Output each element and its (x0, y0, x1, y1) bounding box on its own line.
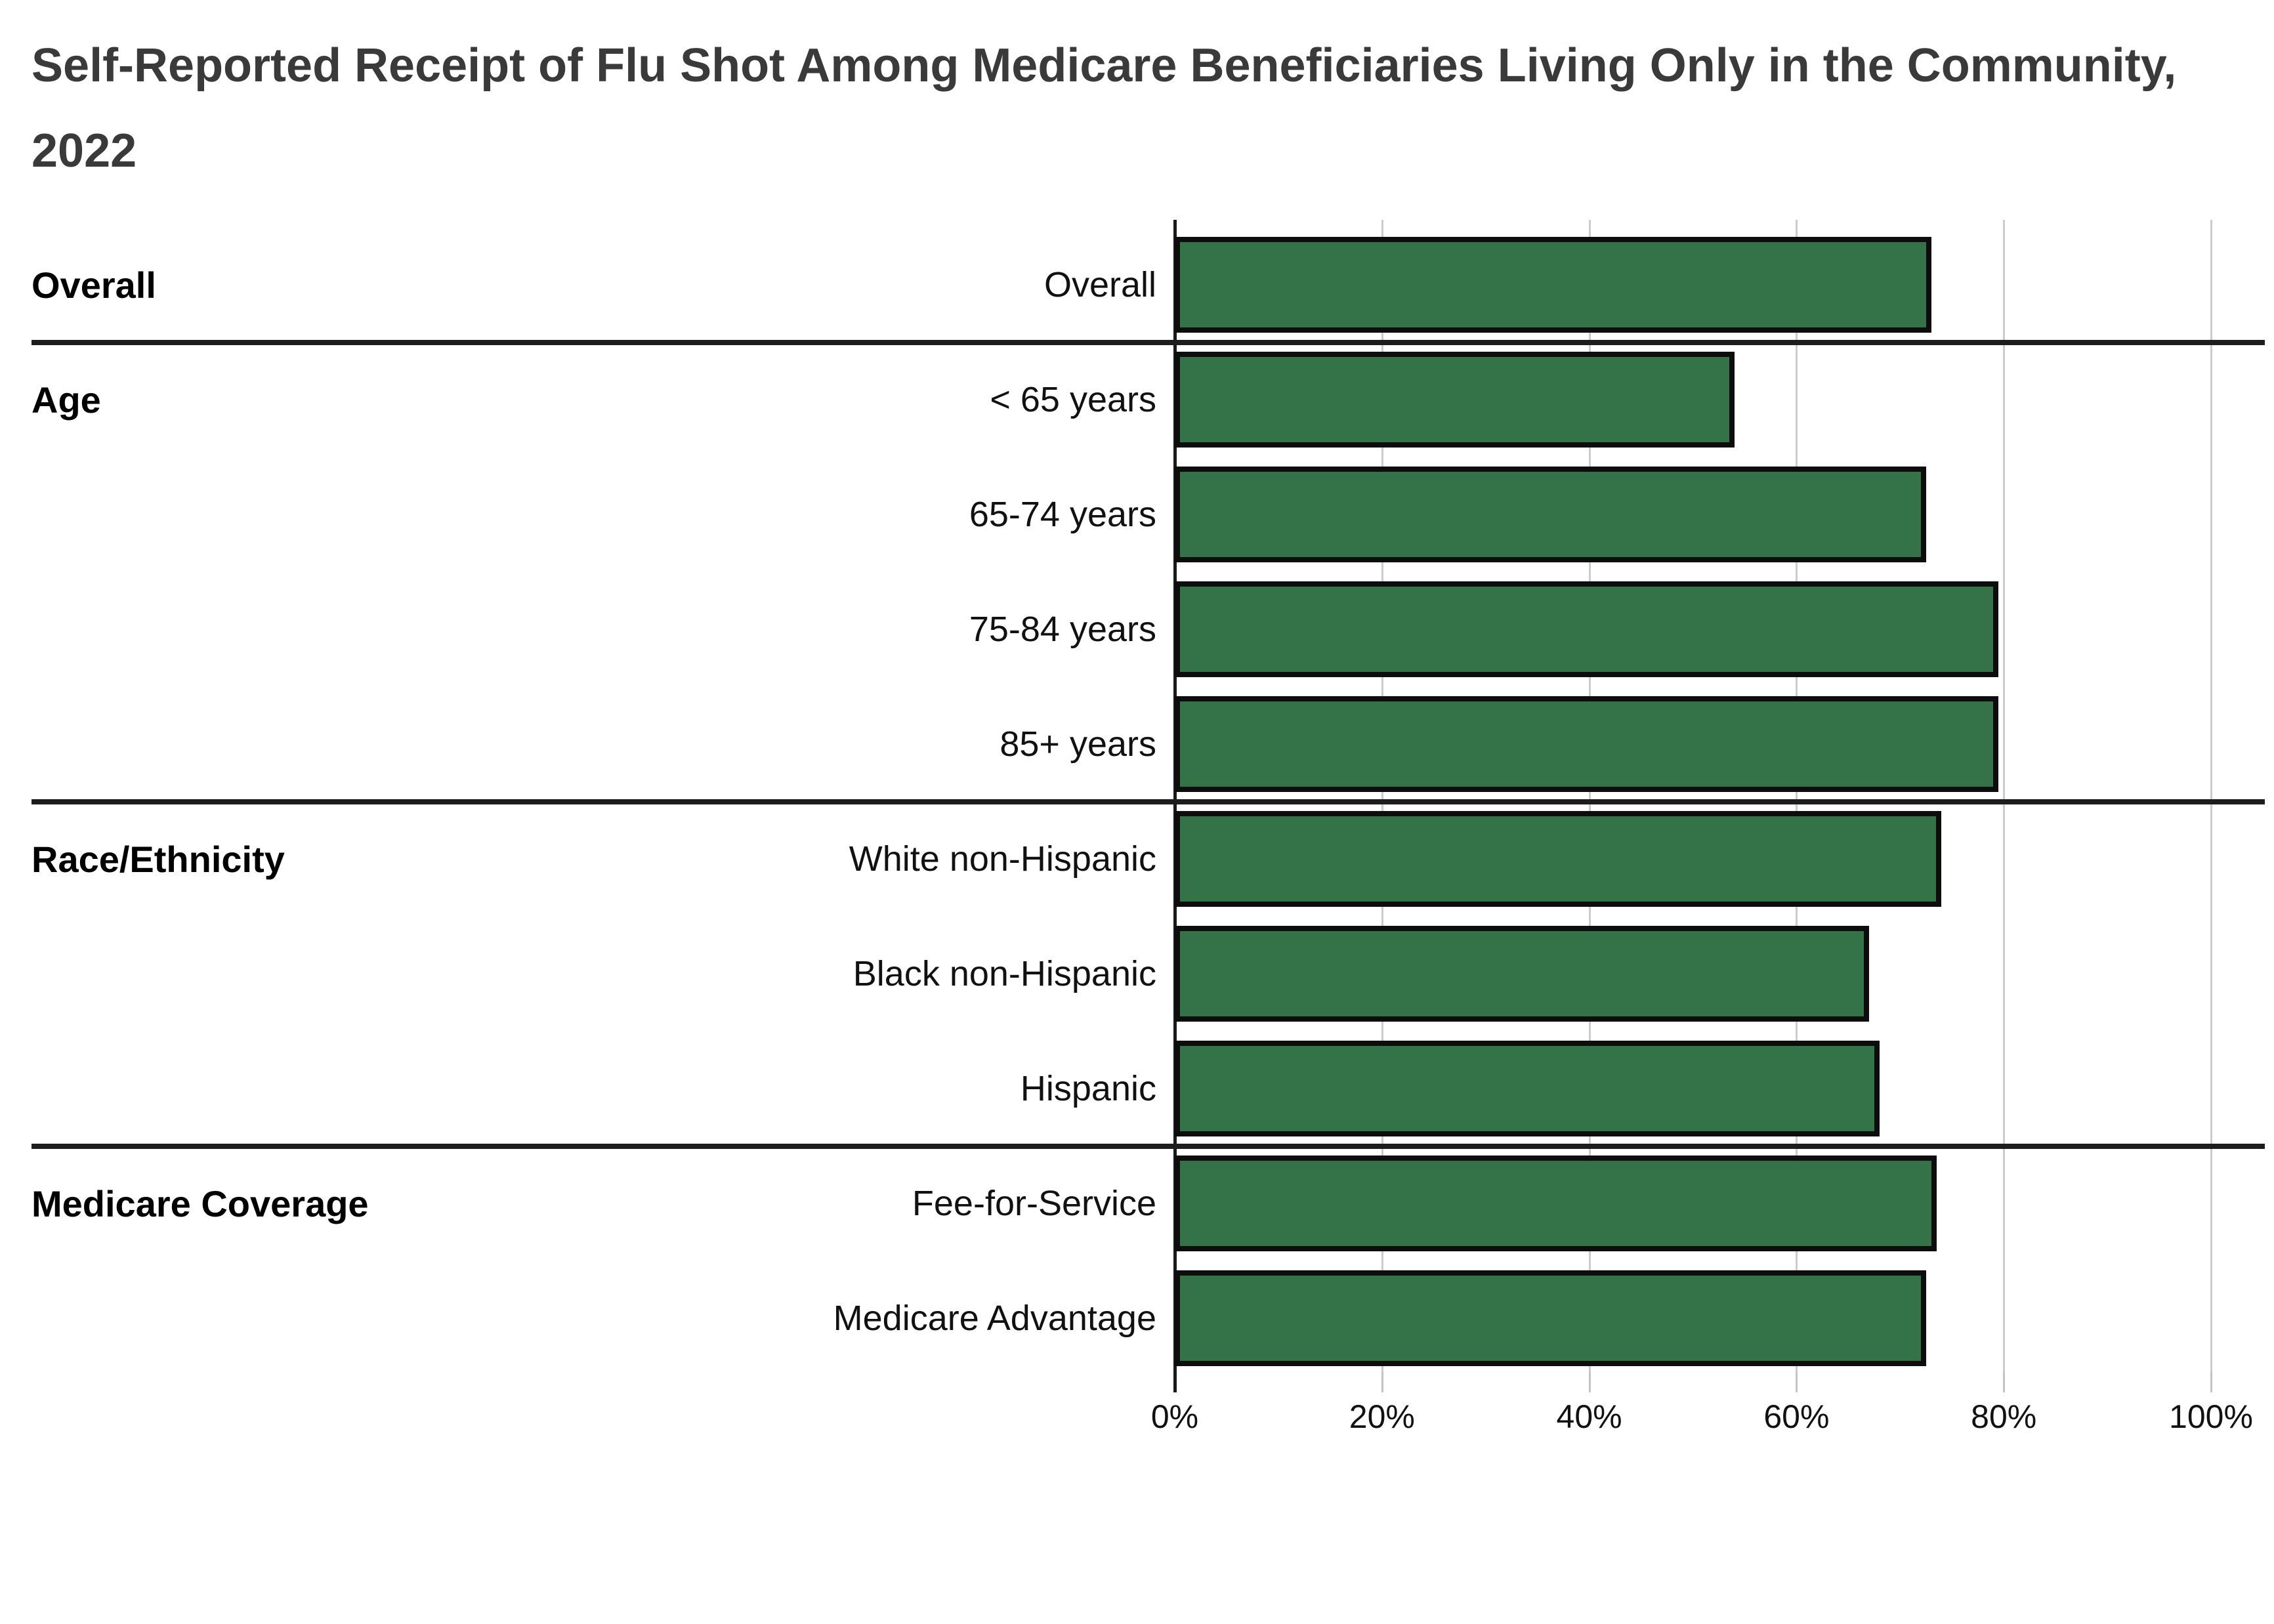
gridline-40 (1588, 220, 1591, 1371)
bar (1175, 811, 1942, 907)
axis-tick-80 (2003, 1371, 2006, 1392)
group-label-race-ethnicity: Race/Ethnicity (32, 838, 285, 880)
chart-title: Self-Reported Receipt of Flu Shot Among … (32, 39, 2177, 177)
row-label: Medicare Advantage (833, 1299, 1156, 1338)
bar (1175, 1270, 1926, 1366)
row-label: Fee-for-Service (912, 1184, 1156, 1223)
x-tick-label-20: 20% (1349, 1398, 1415, 1435)
row-label: 85+ years (1000, 724, 1156, 764)
x-tick-label-80: 80% (1971, 1398, 2037, 1435)
group-label-medicare-coverage: Medicare Coverage (32, 1182, 369, 1224)
gridline-60 (1796, 220, 1798, 1371)
group-label-age: Age (32, 379, 101, 421)
x-tick-label-100: 100% (2169, 1398, 2253, 1435)
axis-tick-100 (2210, 1371, 2212, 1392)
row-label: Black non-Hispanic (853, 954, 1156, 993)
x-tick-label-40: 40% (1556, 1398, 1622, 1435)
bar (1175, 926, 1869, 1022)
bar (1175, 237, 1931, 333)
bar (1175, 696, 1999, 792)
gridline-80 (2003, 220, 2006, 1371)
bar (1175, 1041, 1880, 1136)
row-label: Overall (1043, 265, 1156, 304)
section-divider (32, 1144, 2265, 1149)
row-label: 75-84 years (969, 610, 1156, 649)
section-divider (32, 799, 2265, 804)
bar (1175, 581, 1999, 677)
bar (1175, 467, 1926, 562)
row-label: 65-74 years (969, 495, 1156, 534)
bar (1175, 1156, 1937, 1251)
axis-tick-20 (1381, 1371, 1383, 1392)
section-divider (32, 340, 2265, 345)
row-label: Hispanic (1020, 1069, 1156, 1108)
row-label: White non-Hispanic (849, 839, 1156, 879)
y-axis-line (1173, 220, 1177, 1392)
x-tick-label-0: 0% (1150, 1398, 1199, 1435)
group-label-overall: Overall (32, 264, 156, 306)
gridline-20 (1381, 220, 1383, 1371)
row-label: < 65 years (990, 380, 1156, 419)
axis-tick-60 (1796, 1371, 1798, 1392)
x-tick-label-60: 60% (1763, 1398, 1830, 1435)
gridline-100 (2210, 220, 2212, 1371)
axis-tick-40 (1588, 1371, 1591, 1392)
bar (1175, 352, 1735, 448)
